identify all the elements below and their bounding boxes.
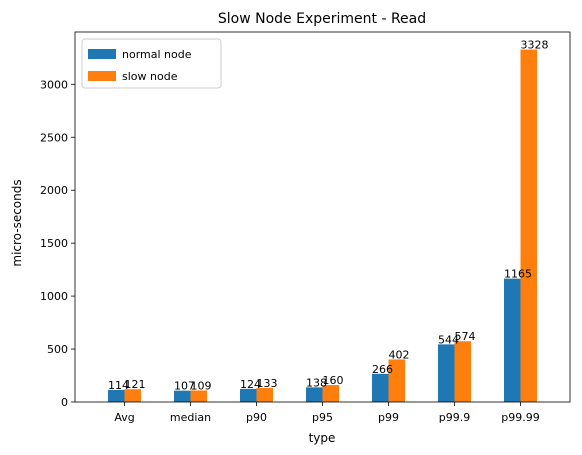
x-axis-label: type <box>309 431 336 445</box>
axes-layer: Avg median p90 p95 p99 p99.9 p99.99 0 500 1000 150… <box>40 31 571 424</box>
data-label-slow-node-median: 109 <box>191 379 212 392</box>
data-label-normal-node-Avg: 114 <box>108 379 129 392</box>
data-label-normal-node-median: 107 <box>174 380 195 393</box>
bar-normal-node-p99 <box>372 373 389 402</box>
legend-swatch-normal-node <box>88 49 116 59</box>
bar-normal-node-Avg <box>108 389 125 402</box>
x-tick-label: p99.99 <box>501 411 539 424</box>
data-label-normal-node-p99: 266 <box>372 363 393 376</box>
y-tick-label: 1500 <box>40 237 68 250</box>
chart-title: Slow Node Experiment - Read <box>218 11 426 27</box>
bar-slow-node-p99.99 <box>520 49 537 402</box>
x-tick-label: Avg <box>114 411 134 424</box>
y-tick-label: 2500 <box>40 131 68 144</box>
legend: normal node slow node <box>81 38 222 89</box>
x-tick-label: p99 <box>378 411 399 424</box>
data-label-normal-node-p99.9: 544 <box>438 333 459 346</box>
bar-slow-node-p90 <box>256 387 273 402</box>
data-label-normal-node-p95: 138 <box>306 376 327 389</box>
y-tick-label: 0 <box>61 396 68 409</box>
data-label-slow-node-p95: 160 <box>323 374 344 387</box>
bar-slow-node-p95 <box>322 385 339 402</box>
bar-slow-node-p99.9 <box>454 341 471 402</box>
y-tick-label: 2000 <box>40 184 68 197</box>
legend-label-slow-node: slow node <box>122 70 178 83</box>
data-label-normal-node-p90: 124 <box>240 378 261 391</box>
data-label-slow-node-p90: 133 <box>257 377 278 390</box>
plot-frame <box>74 31 571 403</box>
legend-label-normal-node: normal node <box>122 48 192 61</box>
data-label-slow-node-p99: 402 <box>389 348 410 361</box>
data-label-slow-node-p99.9: 574 <box>455 330 476 343</box>
bar-normal-node-p99.9 <box>438 344 455 402</box>
bar-slow-node-Avg <box>124 389 141 402</box>
bar-slow-node-p99 <box>388 359 405 402</box>
bar-normal-node-p99.99 <box>504 278 521 402</box>
data-label-slow-node-p99.99: 3328 <box>521 39 549 52</box>
y-tick-label: 3000 <box>40 78 68 91</box>
y-axis-label: micro-seconds <box>10 179 24 266</box>
bars-layer <box>108 49 537 402</box>
bar-normal-node-p95 <box>306 387 323 402</box>
x-tick-label: p90 <box>246 411 267 424</box>
legend-swatch-slow-node <box>88 71 116 81</box>
bar-normal-node-median <box>174 390 191 402</box>
legend-box <box>81 38 222 89</box>
bar-slow-node-median <box>190 390 207 402</box>
x-tick-label: p95 <box>312 411 333 424</box>
x-tick-label: p99.9 <box>439 411 470 424</box>
data-label-slow-node-Avg: 121 <box>125 378 146 391</box>
bar-normal-node-p90 <box>240 388 257 402</box>
x-tick-label: median <box>170 411 211 424</box>
data-label-normal-node-p99.99: 1165 <box>504 268 532 281</box>
y-tick-label: 1000 <box>40 290 68 303</box>
y-tick-label: 500 <box>47 343 68 356</box>
